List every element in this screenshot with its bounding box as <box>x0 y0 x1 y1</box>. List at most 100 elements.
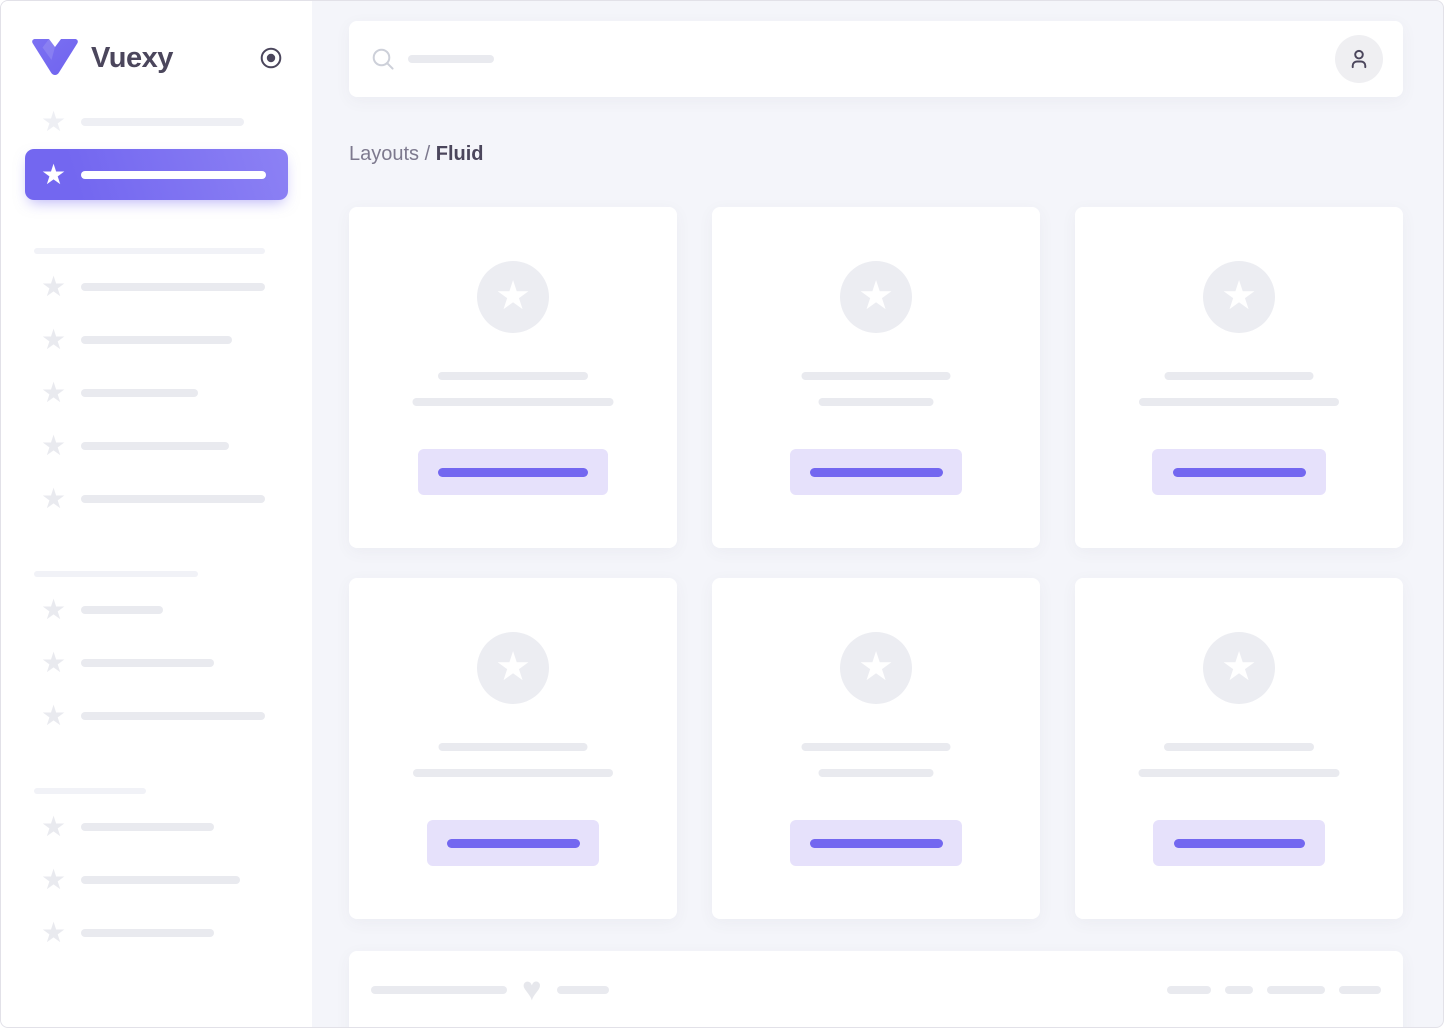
card-button-skeleton[interactable] <box>1152 449 1326 495</box>
sidebar-item[interactable]: ★ <box>1 271 312 302</box>
demo-card: ★ <box>712 207 1040 548</box>
sidebar-item[interactable]: ★ <box>1 864 312 895</box>
card-title-skeleton <box>801 372 951 380</box>
breadcrumb: Layouts / Fluid <box>349 143 484 166</box>
footer-link-skeleton <box>1225 986 1253 994</box>
menu-section-label-skeleton <box>34 248 265 254</box>
star-icon: ★ <box>41 430 67 461</box>
menu-section: ★ ★ ★ <box>1 788 312 948</box>
button-label-skeleton <box>809 467 943 477</box>
menu-label-skeleton <box>81 336 232 344</box>
cards-grid: ★ ★ ★ ★ ★ ★ <box>349 207 1403 919</box>
menu-section: ★ ★ ★ ★ ★ <box>1 248 312 514</box>
footer: ♥ <box>349 951 1403 1027</box>
sidebar-item[interactable]: ★ <box>1 594 312 625</box>
sidebar-item[interactable]: ★ <box>1 702 312 730</box>
card-avatar-circle: ★ <box>477 261 549 333</box>
card-subtitle-skeleton <box>412 398 614 406</box>
sidebar: Vuexy ★ ★ ★ ★ ★ ★ ★ ★ ★ ★ ★ ★ ★ <box>1 1 312 1027</box>
menu-pin-toggle[interactable] <box>259 46 283 70</box>
footer-text-skeleton <box>371 986 507 994</box>
card-subtitle-skeleton <box>413 769 613 777</box>
star-icon: ★ <box>41 483 67 514</box>
sidebar-item[interactable]: ★ <box>1 106 312 137</box>
card-button-skeleton[interactable] <box>427 820 599 866</box>
card-title-skeleton <box>801 743 951 751</box>
card-subtitle-skeleton <box>1139 398 1339 406</box>
menu-section: ★ ★ ★ <box>1 571 312 730</box>
menu-label-skeleton <box>81 712 265 720</box>
button-label-skeleton <box>1172 467 1306 477</box>
star-icon: ★ <box>858 645 894 689</box>
star-icon: ★ <box>41 271 67 302</box>
star-icon: ★ <box>41 917 67 948</box>
star-icon: ★ <box>495 274 531 318</box>
card-title-skeleton <box>1164 743 1314 751</box>
sidebar-item[interactable]: ★ <box>1 647 312 678</box>
demo-card: ★ <box>712 578 1040 919</box>
card-button-skeleton[interactable] <box>790 820 962 866</box>
sidebar-item[interactable]: ★ <box>1 430 312 461</box>
menu-label-skeleton <box>81 876 240 884</box>
menu-label-skeleton <box>81 283 265 291</box>
menu-section-label-skeleton <box>34 571 198 577</box>
search-bar[interactable] <box>371 47 1335 71</box>
sidebar-item[interactable]: ★ <box>1 483 312 514</box>
star-icon: ★ <box>41 106 67 137</box>
menu-section-label-skeleton <box>34 788 146 794</box>
card-avatar-circle: ★ <box>1203 261 1275 333</box>
card-avatar-circle: ★ <box>1203 632 1275 704</box>
search-icon <box>371 47 395 71</box>
star-icon: ★ <box>41 811 67 842</box>
sidebar-sections: ★ ★ ★ ★ ★ ★ ★ ★ ★ ★ ★ <box>1 248 312 948</box>
user-icon <box>1346 46 1372 72</box>
footer-link-skeleton <box>1339 986 1381 994</box>
footer-link-skeleton <box>1267 986 1325 994</box>
menu-label-skeleton <box>81 118 244 126</box>
card-button-skeleton[interactable] <box>1153 820 1325 866</box>
sidebar-item[interactable]: ★ <box>1 379 312 407</box>
footer-links <box>1167 978 1381 1002</box>
star-icon: ★ <box>41 647 67 678</box>
card-title-skeleton <box>438 743 588 751</box>
header-bar <box>349 21 1403 97</box>
footer-link-skeleton <box>1167 986 1211 994</box>
star-icon: ★ <box>41 864 67 895</box>
sidebar-item[interactable]: ★ <box>1 917 312 948</box>
sidebar-item[interactable]: ★ <box>1 326 312 354</box>
star-icon: ★ <box>1221 274 1257 318</box>
star-icon: ★ <box>41 594 67 625</box>
star-icon: ★ <box>858 274 894 318</box>
demo-card: ★ <box>349 578 677 919</box>
card-subtitle-skeleton <box>1138 769 1340 777</box>
demo-card: ★ <box>1075 207 1403 548</box>
card-subtitle-skeleton <box>818 398 934 406</box>
breadcrumb-parent: Layouts / <box>349 143 431 165</box>
button-label-skeleton <box>438 467 588 477</box>
user-avatar-button[interactable] <box>1335 35 1383 83</box>
card-button-skeleton[interactable] <box>418 449 608 495</box>
search-placeholder-skeleton <box>408 55 494 63</box>
brand-name: Vuexy <box>91 41 173 74</box>
card-avatar-circle: ★ <box>840 632 912 704</box>
card-title-skeleton <box>438 372 588 380</box>
button-label-skeleton <box>446 838 580 848</box>
card-button-skeleton[interactable] <box>790 449 962 495</box>
menu-label-skeleton <box>81 929 214 937</box>
logo-row: Vuexy <box>1 1 312 77</box>
vuexy-logo-icon <box>32 39 78 77</box>
breadcrumb-current: Fluid <box>435 143 484 165</box>
main-content: Layouts / Fluid ★ ★ ★ ★ ★ ★ ♥ <box>312 1 1443 1027</box>
demo-card: ★ <box>349 207 677 548</box>
sidebar-item-active[interactable]: ★ <box>25 149 288 200</box>
button-label-skeleton <box>1173 838 1305 848</box>
card-avatar-circle: ★ <box>477 632 549 704</box>
button-label-skeleton <box>809 838 943 848</box>
menu-label-skeleton <box>81 442 229 450</box>
menu-label-skeleton <box>81 823 214 831</box>
card-subtitle-skeleton <box>818 769 934 777</box>
sidebar-item[interactable]: ★ <box>1 811 312 842</box>
heart-icon: ♥ <box>522 969 542 1007</box>
footer-text-skeleton <box>556 986 609 994</box>
